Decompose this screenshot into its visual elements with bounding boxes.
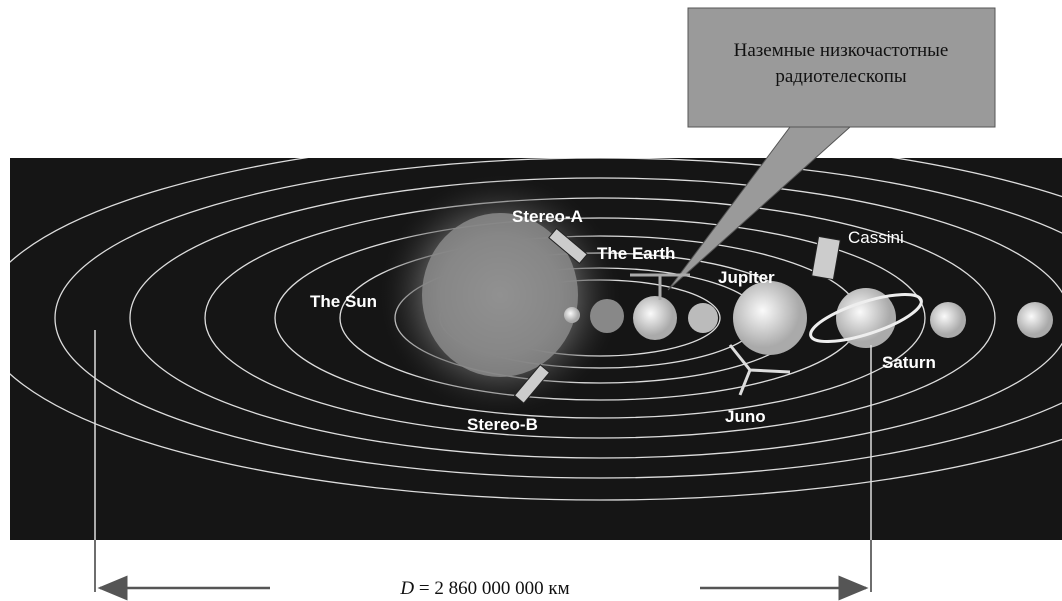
label: Stereo-A xyxy=(512,207,583,226)
label: Saturn xyxy=(882,353,936,372)
label: Juno xyxy=(725,407,766,426)
label: The Earth xyxy=(597,244,675,263)
label: The Sun xyxy=(310,292,377,311)
distance-symbol: D xyxy=(399,578,414,599)
label: Stereo-B xyxy=(467,415,538,434)
distance-label: D = 2 860 000 000 км xyxy=(399,578,569,599)
label: Jupiter xyxy=(718,268,775,287)
planets xyxy=(564,281,1053,355)
sun xyxy=(422,213,578,377)
distance-value: = 2 860 000 000 км xyxy=(419,578,570,599)
callout-text: Наземные низкочастотные xyxy=(734,40,949,61)
callout-text: радиотелескопы xyxy=(775,66,907,87)
telescope xyxy=(630,273,690,300)
spacecraft xyxy=(513,227,841,404)
label: Cassini xyxy=(848,228,904,247)
callout-pointer xyxy=(667,126,852,291)
